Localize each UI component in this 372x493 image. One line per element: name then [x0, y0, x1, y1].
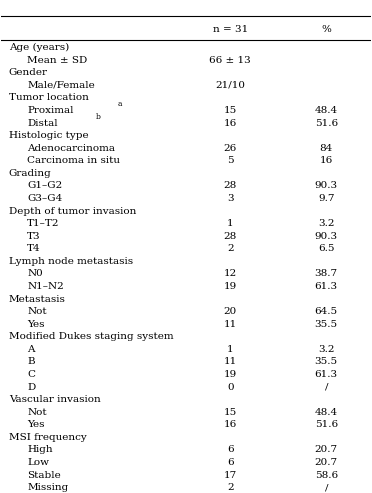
Text: 90.3: 90.3 — [315, 181, 338, 190]
Text: 1: 1 — [227, 345, 234, 354]
Text: /: / — [324, 483, 328, 492]
Text: 90.3: 90.3 — [315, 232, 338, 241]
Text: 19: 19 — [224, 370, 237, 379]
Text: A: A — [27, 345, 35, 354]
Text: Not: Not — [27, 307, 47, 316]
Text: 20.7: 20.7 — [315, 458, 338, 467]
Text: Missing: Missing — [27, 483, 68, 492]
Text: Not: Not — [27, 408, 47, 417]
Text: 5: 5 — [227, 156, 234, 165]
Text: 58.6: 58.6 — [315, 471, 338, 480]
Text: 2: 2 — [227, 483, 234, 492]
Text: /: / — [324, 383, 328, 391]
Text: Gender: Gender — [9, 68, 48, 77]
Text: 9.7: 9.7 — [318, 194, 334, 203]
Text: D: D — [27, 383, 35, 391]
Text: 16: 16 — [224, 118, 237, 128]
Text: Lymph node metastasis: Lymph node metastasis — [9, 257, 133, 266]
Text: 19: 19 — [224, 282, 237, 291]
Text: 21/10: 21/10 — [215, 81, 245, 90]
Text: Distal: Distal — [27, 118, 58, 128]
Text: n = 31: n = 31 — [213, 25, 248, 34]
Text: Proximal: Proximal — [27, 106, 74, 115]
Text: 20: 20 — [224, 307, 237, 316]
Text: Metastasis: Metastasis — [9, 295, 65, 304]
Text: Stable: Stable — [27, 471, 61, 480]
Text: Carcinoma in situ: Carcinoma in situ — [27, 156, 120, 165]
Text: 15: 15 — [224, 106, 237, 115]
Text: Depth of tumor invasion: Depth of tumor invasion — [9, 207, 136, 215]
Text: B: B — [27, 357, 35, 366]
Text: 28: 28 — [224, 232, 237, 241]
Text: G1–G2: G1–G2 — [27, 181, 62, 190]
Text: 11: 11 — [224, 357, 237, 366]
Text: T4: T4 — [27, 245, 41, 253]
Text: Male/Female: Male/Female — [27, 81, 95, 90]
Text: 17: 17 — [224, 471, 237, 480]
Text: 20.7: 20.7 — [315, 446, 338, 455]
Text: Adenocarcinoma: Adenocarcinoma — [27, 143, 115, 153]
Text: Tumor location: Tumor location — [9, 93, 89, 103]
Text: Age (years): Age (years) — [9, 43, 69, 52]
Text: Yes: Yes — [27, 421, 45, 429]
Text: 6: 6 — [227, 446, 234, 455]
Text: 61.3: 61.3 — [315, 370, 338, 379]
Text: Grading: Grading — [9, 169, 52, 178]
Text: T1–T2: T1–T2 — [27, 219, 60, 228]
Text: 16: 16 — [224, 421, 237, 429]
Text: 11: 11 — [224, 320, 237, 329]
Text: 26: 26 — [224, 143, 237, 153]
Text: N1–N2: N1–N2 — [27, 282, 64, 291]
Text: Mean ± SD: Mean ± SD — [27, 56, 87, 65]
Text: 48.4: 48.4 — [315, 408, 338, 417]
Text: Histologic type: Histologic type — [9, 131, 89, 140]
Text: Low: Low — [27, 458, 49, 467]
Text: 28: 28 — [224, 181, 237, 190]
Text: N0: N0 — [27, 270, 43, 279]
Text: Vascular invasion: Vascular invasion — [9, 395, 100, 404]
Text: 6.5: 6.5 — [318, 245, 334, 253]
Text: MSI frequency: MSI frequency — [9, 433, 87, 442]
Text: 3.2: 3.2 — [318, 345, 334, 354]
Text: 6: 6 — [227, 458, 234, 467]
Text: Modified Dukes staging system: Modified Dukes staging system — [9, 332, 173, 341]
Text: Yes: Yes — [27, 320, 45, 329]
Text: 1: 1 — [227, 219, 234, 228]
Text: 64.5: 64.5 — [315, 307, 338, 316]
Text: 0: 0 — [227, 383, 234, 391]
Text: 15: 15 — [224, 408, 237, 417]
Text: C: C — [27, 370, 35, 379]
Text: 2: 2 — [227, 245, 234, 253]
Text: 38.7: 38.7 — [315, 270, 338, 279]
Text: b: b — [96, 112, 100, 121]
Text: 51.6: 51.6 — [315, 421, 338, 429]
Text: 66 ± 13: 66 ± 13 — [209, 56, 251, 65]
Text: 16: 16 — [320, 156, 333, 165]
Text: 35.5: 35.5 — [315, 357, 338, 366]
Text: 48.4: 48.4 — [315, 106, 338, 115]
Text: 35.5: 35.5 — [315, 320, 338, 329]
Text: 84: 84 — [320, 143, 333, 153]
Text: 3: 3 — [227, 194, 234, 203]
Text: 61.3: 61.3 — [315, 282, 338, 291]
Text: 51.6: 51.6 — [315, 118, 338, 128]
Text: G3–G4: G3–G4 — [27, 194, 62, 203]
Text: T3: T3 — [27, 232, 41, 241]
Text: 3.2: 3.2 — [318, 219, 334, 228]
Text: a: a — [118, 100, 122, 108]
Text: 12: 12 — [224, 270, 237, 279]
Text: %: % — [321, 25, 331, 34]
Text: High: High — [27, 446, 53, 455]
